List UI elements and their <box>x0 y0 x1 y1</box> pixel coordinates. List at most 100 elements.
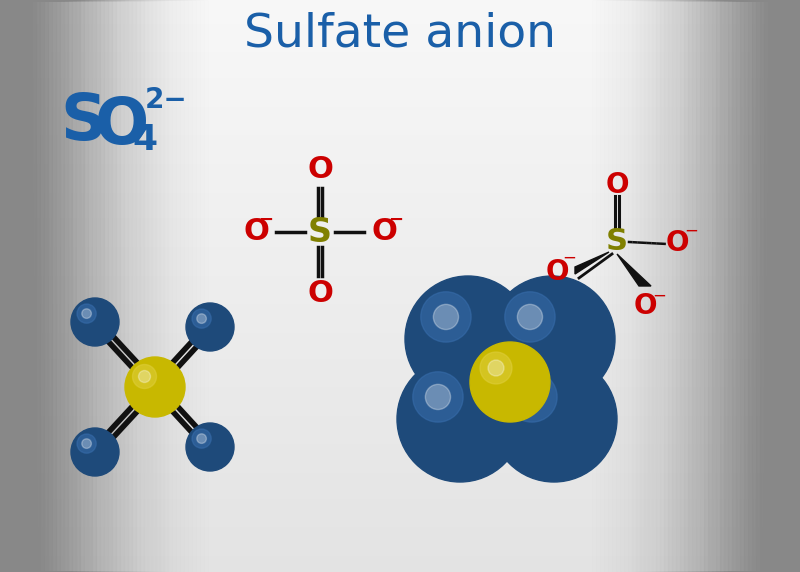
Circle shape <box>186 423 234 471</box>
Bar <box>676 0 800 572</box>
Bar <box>0 94 800 97</box>
Circle shape <box>505 292 555 342</box>
Bar <box>0 0 152 572</box>
Bar <box>768 0 800 572</box>
Bar <box>0 0 116 572</box>
Bar <box>0 515 800 518</box>
Bar <box>0 292 800 295</box>
Bar <box>0 466 800 469</box>
Bar <box>0 174 800 177</box>
Bar <box>776 0 800 572</box>
Bar <box>0 0 100 572</box>
Bar <box>0 541 800 543</box>
Bar <box>0 0 156 572</box>
Bar <box>796 0 800 572</box>
Bar <box>0 438 800 440</box>
Bar <box>0 312 800 315</box>
Bar <box>0 526 800 529</box>
Text: O: O <box>243 217 269 247</box>
Bar <box>0 0 72 572</box>
Bar <box>0 217 800 220</box>
Bar <box>0 226 800 229</box>
Bar <box>0 20 800 23</box>
Bar <box>760 0 800 572</box>
Bar <box>0 566 800 569</box>
Bar <box>0 266 800 269</box>
Bar <box>0 355 800 358</box>
Text: O: O <box>307 280 333 308</box>
Bar <box>584 0 800 572</box>
Bar <box>748 0 800 572</box>
Bar <box>0 538 800 541</box>
Bar <box>0 143 800 146</box>
Bar <box>792 0 800 572</box>
Bar <box>0 0 32 572</box>
Bar <box>0 0 220 572</box>
Bar <box>624 0 800 572</box>
Bar <box>576 0 800 572</box>
Bar <box>0 137 800 140</box>
Bar <box>0 0 108 572</box>
Bar <box>0 54 800 57</box>
Bar <box>0 120 800 123</box>
Bar <box>0 0 228 572</box>
Circle shape <box>506 372 557 422</box>
Bar <box>644 0 800 572</box>
Bar <box>648 0 800 572</box>
Circle shape <box>192 429 211 448</box>
Bar <box>0 212 800 214</box>
Bar <box>0 395 800 398</box>
Circle shape <box>186 303 234 351</box>
Circle shape <box>125 357 185 417</box>
Bar <box>700 0 800 572</box>
Bar <box>0 34 800 37</box>
Bar <box>0 192 800 194</box>
Bar <box>0 263 800 266</box>
Bar <box>0 452 800 455</box>
Bar <box>0 0 56 572</box>
Bar <box>0 206 800 209</box>
Circle shape <box>519 384 545 410</box>
Bar <box>0 337 800 340</box>
Bar <box>0 74 800 77</box>
Bar <box>0 183 800 186</box>
Bar <box>0 549 800 552</box>
Bar <box>0 0 172 572</box>
Circle shape <box>197 314 206 323</box>
Text: −: − <box>389 211 403 229</box>
Bar <box>0 420 800 423</box>
Bar <box>572 0 800 572</box>
Bar <box>0 343 800 346</box>
Bar <box>0 280 800 283</box>
Circle shape <box>473 349 513 390</box>
Circle shape <box>77 434 96 453</box>
Bar <box>656 0 800 572</box>
Text: −: − <box>652 287 666 305</box>
Bar <box>0 0 148 572</box>
Bar <box>0 0 144 572</box>
Bar <box>0 0 188 572</box>
Bar <box>0 478 800 480</box>
Bar <box>0 86 800 89</box>
Bar <box>0 352 800 355</box>
Bar <box>0 11 800 14</box>
Bar <box>0 0 224 572</box>
Bar <box>0 0 36 572</box>
Bar <box>0 440 800 443</box>
Bar <box>0 426 800 429</box>
Bar <box>0 154 800 157</box>
Bar <box>0 157 800 160</box>
Bar <box>0 232 800 235</box>
Bar <box>0 403 800 406</box>
Bar <box>0 186 800 189</box>
Text: O: O <box>606 171 629 199</box>
Bar <box>0 449 800 452</box>
Bar <box>0 500 800 503</box>
Circle shape <box>71 298 119 346</box>
Bar <box>0 429 800 432</box>
Circle shape <box>518 304 542 329</box>
Bar <box>0 432 800 435</box>
Text: Sulfate anion: Sulfate anion <box>244 11 556 57</box>
Bar <box>788 0 800 572</box>
Bar <box>0 0 52 572</box>
